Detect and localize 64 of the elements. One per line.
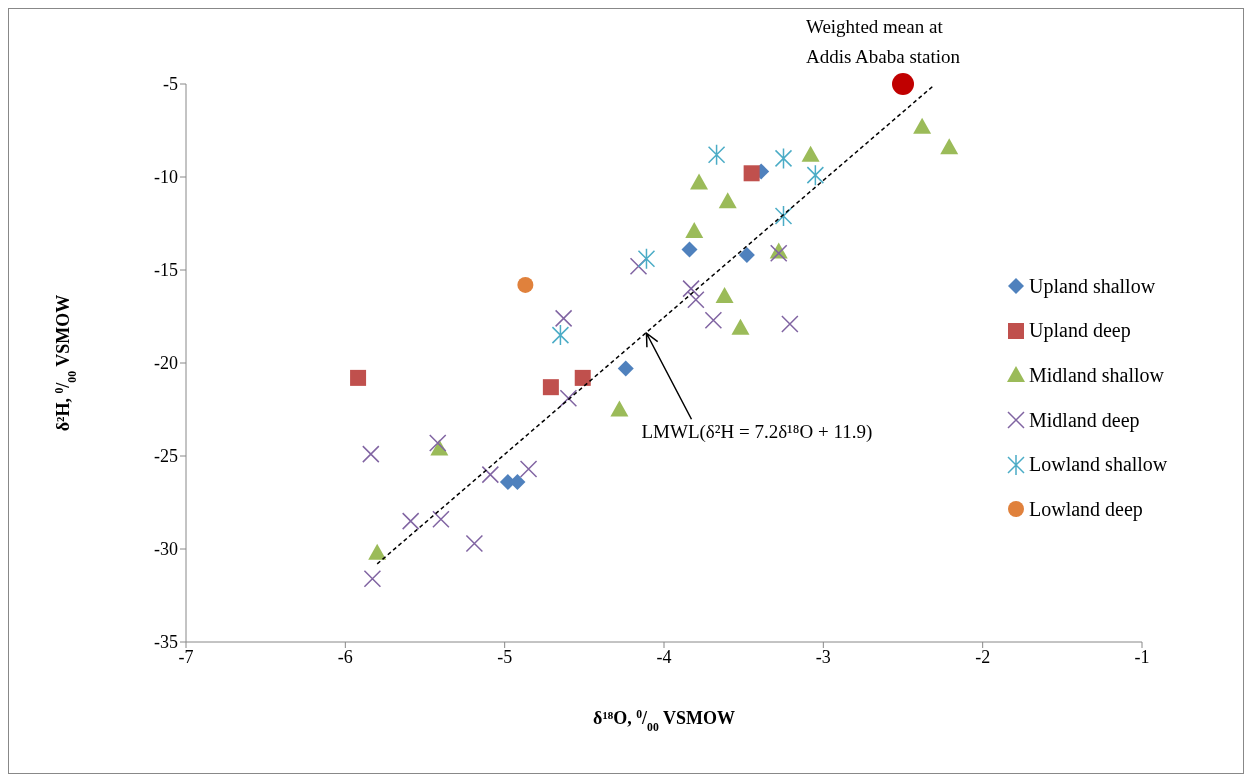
point <box>769 244 788 263</box>
point <box>517 276 534 293</box>
y-tick-label: -15 <box>154 260 178 281</box>
point <box>350 369 367 386</box>
legend-label: Upland shallow <box>1029 274 1156 298</box>
point <box>707 143 726 166</box>
point <box>481 465 500 484</box>
point <box>551 324 570 346</box>
legend-label: Upland deep <box>1029 319 1131 343</box>
annotation: Weighted mean at Addis Ababa station <box>806 16 961 67</box>
point <box>432 510 450 528</box>
x-tick-label: -1 <box>1134 646 1150 667</box>
point <box>681 241 698 258</box>
point <box>685 221 704 238</box>
x-tick-label: -3 <box>815 646 831 667</box>
point <box>738 247 755 264</box>
x-tick-label: -2 <box>975 646 991 667</box>
point <box>637 248 656 270</box>
legend-label: Lowland deep <box>1029 497 1143 521</box>
point <box>774 147 793 170</box>
point <box>519 460 538 478</box>
point <box>629 257 648 276</box>
annotation: LMWL(δ²H = 7.2δ¹⁸O + 11.9) <box>641 421 873 444</box>
point <box>940 138 959 155</box>
point <box>774 205 793 227</box>
point <box>801 145 820 162</box>
point <box>401 512 420 530</box>
point <box>687 291 705 309</box>
point <box>704 311 723 329</box>
y-tick-label: -30 <box>154 539 178 560</box>
point <box>542 379 559 396</box>
y-tick-label: -35 <box>154 632 178 653</box>
x-tick-label: -6 <box>337 646 353 667</box>
point <box>368 543 387 560</box>
point <box>781 315 799 333</box>
point <box>715 287 734 304</box>
point <box>559 389 578 408</box>
point <box>429 434 447 452</box>
legend-label: Lowland shallow <box>1029 453 1168 477</box>
x-axis-title: δ¹⁸O, $^{0}$/$_{00}$ VSMOW <box>593 707 735 734</box>
point <box>718 192 737 209</box>
point <box>682 279 700 298</box>
x-tick-label: -5 <box>497 646 513 667</box>
x-tick-label: -7 <box>178 646 194 667</box>
point <box>806 164 825 186</box>
point <box>362 445 380 463</box>
x-tick-label: -4 <box>656 646 672 667</box>
y-tick-label: -5 <box>163 74 178 95</box>
point <box>363 570 382 588</box>
point <box>892 73 914 95</box>
y-tick-label: -25 <box>154 446 178 467</box>
y-tick-label: -10 <box>154 167 178 188</box>
legend-label: Midland deep <box>1029 408 1140 432</box>
point <box>465 534 484 553</box>
point <box>617 360 634 377</box>
point <box>610 400 629 417</box>
point <box>731 318 750 335</box>
point <box>743 165 760 182</box>
point <box>554 309 573 328</box>
y-tick-label: -20 <box>154 353 178 374</box>
point <box>690 173 709 190</box>
point <box>574 369 591 386</box>
legend-label: Midland shallow <box>1029 363 1164 387</box>
point <box>913 117 932 134</box>
